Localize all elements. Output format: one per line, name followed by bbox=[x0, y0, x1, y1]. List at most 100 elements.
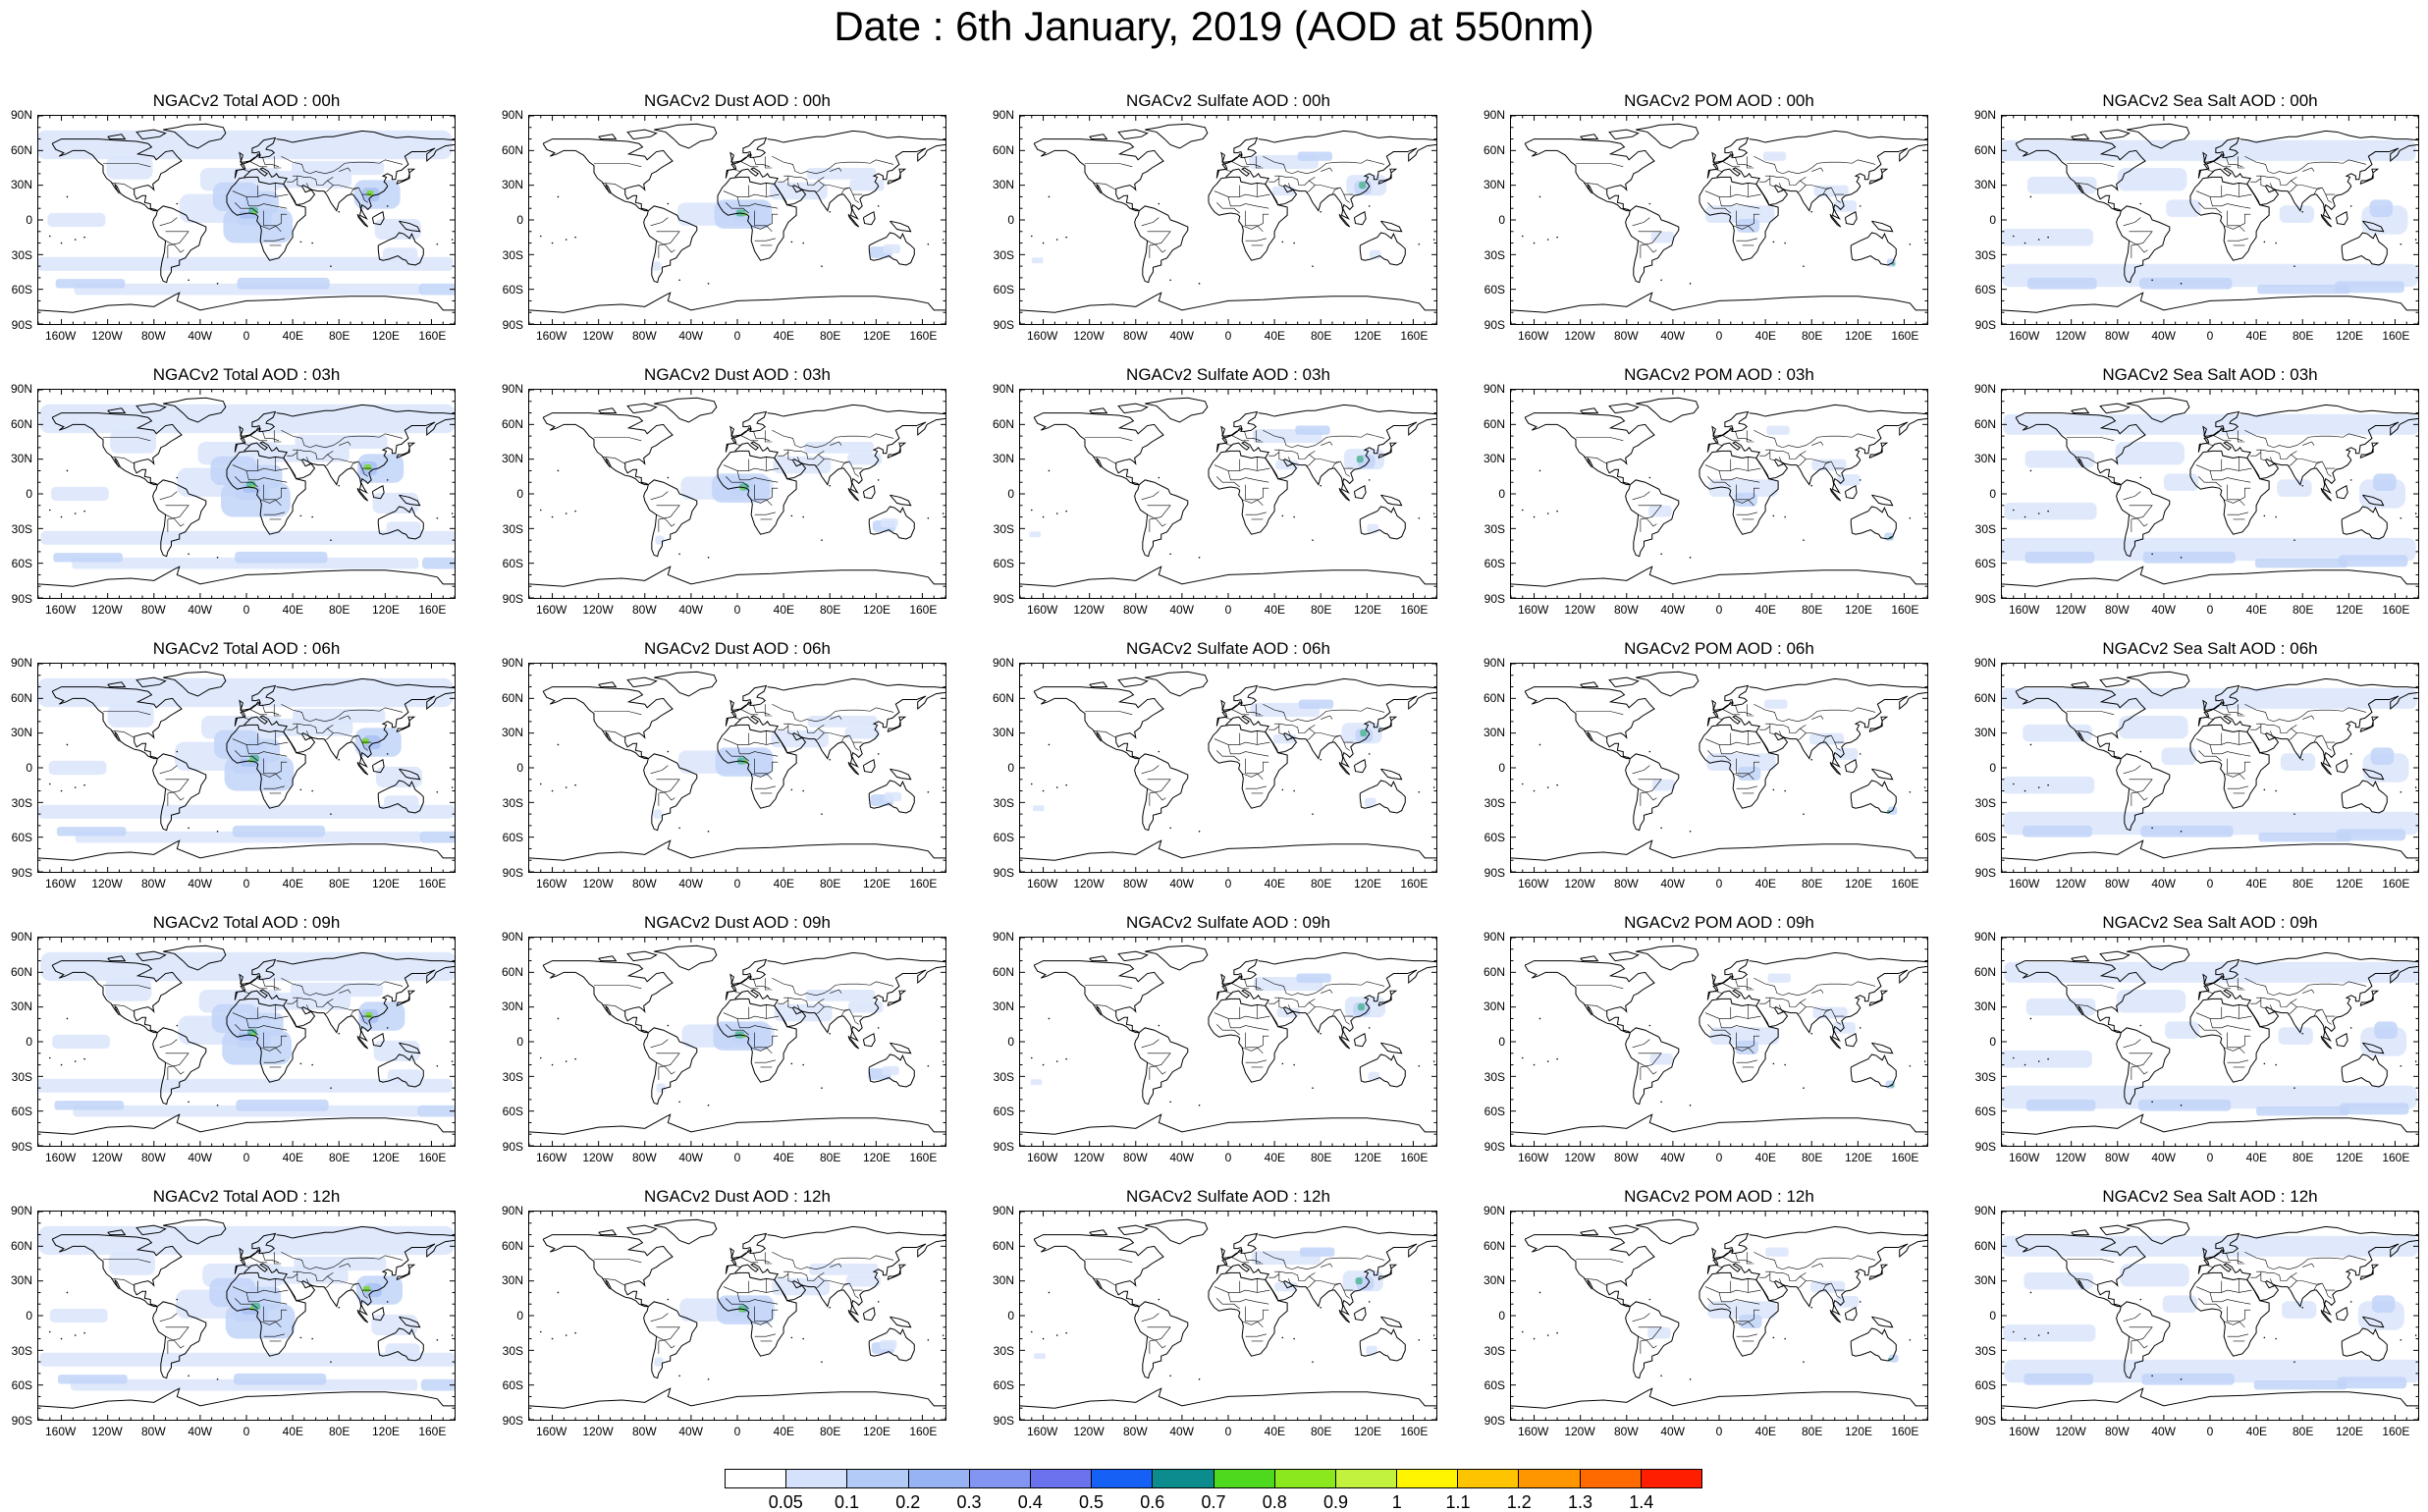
border-line bbox=[316, 1272, 334, 1281]
island-dot bbox=[176, 750, 179, 753]
border-line bbox=[2237, 704, 2245, 717]
lat-tick-label: 60N bbox=[1973, 1238, 1996, 1253]
island-dot bbox=[2414, 1060, 2417, 1062]
coastline bbox=[2071, 955, 2090, 962]
coastline bbox=[868, 232, 915, 266]
coastline bbox=[2015, 138, 2146, 212]
border-line bbox=[2129, 779, 2153, 794]
border-line bbox=[1287, 1278, 1293, 1287]
border-line bbox=[2198, 750, 2222, 762]
lat-tick-label: 60S bbox=[502, 831, 523, 845]
lon-tick-label: 120E bbox=[862, 1151, 891, 1164]
lon-tick-label: 160W bbox=[44, 1425, 77, 1438]
border-line bbox=[1263, 1251, 1385, 1270]
border-line bbox=[1735, 705, 1753, 716]
border-line bbox=[248, 434, 268, 442]
border-line bbox=[262, 431, 280, 442]
border-line bbox=[2269, 1278, 2275, 1287]
panel-title: NGACv2 Total AOD : 09h bbox=[152, 913, 341, 932]
border-line bbox=[1759, 999, 1771, 1004]
island-dot bbox=[451, 1060, 454, 1062]
lon-tick-label: 40E bbox=[1264, 1425, 1285, 1438]
aod-patch bbox=[70, 1378, 418, 1391]
border-line bbox=[593, 162, 642, 168]
aod-patch bbox=[38, 1078, 453, 1093]
island-dot bbox=[48, 1330, 51, 1333]
border-line bbox=[1084, 710, 1133, 716]
coastline bbox=[377, 1327, 424, 1362]
border-line bbox=[656, 779, 680, 794]
coastline bbox=[2127, 671, 2190, 697]
country-borders bbox=[1084, 977, 1385, 1080]
island-dot bbox=[386, 1027, 389, 1029]
coastline bbox=[529, 1113, 945, 1135]
border-line bbox=[1733, 761, 1760, 778]
island-dot bbox=[2349, 1027, 2352, 1029]
lat-tick-label: 90S bbox=[11, 592, 32, 606]
coastline bbox=[2239, 1225, 2418, 1239]
colorbar-bin bbox=[1092, 1470, 1154, 1487]
lat-tick-label: 90S bbox=[502, 866, 523, 880]
aod-patch bbox=[1032, 805, 1045, 812]
lon-tick-label: 160W bbox=[2008, 329, 2040, 343]
lat-tick-label: 60N bbox=[10, 690, 32, 705]
aod-patch bbox=[653, 809, 663, 819]
coastline bbox=[2335, 485, 2348, 500]
border-line bbox=[830, 989, 842, 994]
border-line bbox=[778, 178, 789, 183]
coastline bbox=[643, 479, 698, 558]
panel-title: NGACv2 Dust AOD : 12h bbox=[644, 1187, 831, 1206]
border-line bbox=[1834, 467, 1841, 477]
border-line bbox=[1735, 431, 1753, 442]
island-dot bbox=[2263, 1062, 2266, 1065]
island-dot bbox=[2293, 265, 2295, 267]
coastlines bbox=[1511, 123, 1927, 313]
border-line bbox=[656, 505, 680, 520]
map-panel-dust: NGACv2 Dust AOD : 00h 90N 60N 30N 0 30S 60S 90S… bbox=[491, 91, 982, 363]
island-dot bbox=[2293, 1361, 2295, 1363]
island-dot bbox=[1803, 1087, 1805, 1089]
border-line bbox=[1754, 155, 1876, 175]
lat-tick-label: 60N bbox=[1483, 690, 1505, 705]
coastline bbox=[2202, 1247, 2208, 1259]
colorbar-label: 0.2 bbox=[895, 1492, 921, 1512]
coastlines bbox=[1511, 671, 1927, 861]
coastline bbox=[243, 1239, 455, 1317]
lon-tick-label: 160E bbox=[909, 329, 938, 343]
border-line bbox=[159, 491, 178, 501]
border-line bbox=[1227, 1292, 1269, 1305]
coastline bbox=[396, 716, 416, 732]
coastline bbox=[626, 403, 658, 414]
lon-tick-label: 120E bbox=[1844, 1151, 1873, 1164]
border-line bbox=[848, 734, 863, 743]
island-dot bbox=[1055, 1334, 1058, 1336]
aod-patch bbox=[2258, 832, 2351, 842]
island-dot bbox=[678, 553, 680, 556]
border-line bbox=[1225, 992, 1232, 994]
lat-tick-label: 30N bbox=[992, 999, 1014, 1014]
lat-tick-label: 0 bbox=[1989, 1309, 1996, 1323]
border-line bbox=[2291, 454, 2323, 463]
coastlines bbox=[529, 1218, 945, 1409]
map-panel-sulfate: NGACv2 Sulfate AOD : 00h 90N 60N 30N 0 30S 60S… bbox=[982, 91, 1473, 363]
island-dot bbox=[802, 1337, 804, 1340]
border-line bbox=[1147, 505, 1171, 520]
border-line bbox=[2226, 979, 2243, 990]
coastline bbox=[1220, 425, 1226, 437]
coastline bbox=[767, 951, 945, 965]
island-dot bbox=[66, 743, 69, 746]
lon-tick-label: 80E bbox=[1801, 877, 1823, 891]
lon-tick-label: 40E bbox=[773, 1151, 794, 1164]
coastline bbox=[2015, 960, 2146, 1034]
coastline bbox=[1829, 1035, 1842, 1050]
border-line bbox=[2244, 429, 2367, 449]
lat-tick-label: 30N bbox=[1483, 726, 1505, 740]
lon-tick-label: 40E bbox=[282, 1425, 303, 1438]
border-line bbox=[1765, 997, 1791, 1007]
island-dot bbox=[1169, 827, 1171, 830]
border-line bbox=[2250, 178, 2262, 183]
border-line bbox=[324, 1006, 334, 1015]
coastline bbox=[1145, 397, 1209, 423]
border-line bbox=[159, 1313, 178, 1323]
island-dot bbox=[1689, 1104, 1692, 1107]
